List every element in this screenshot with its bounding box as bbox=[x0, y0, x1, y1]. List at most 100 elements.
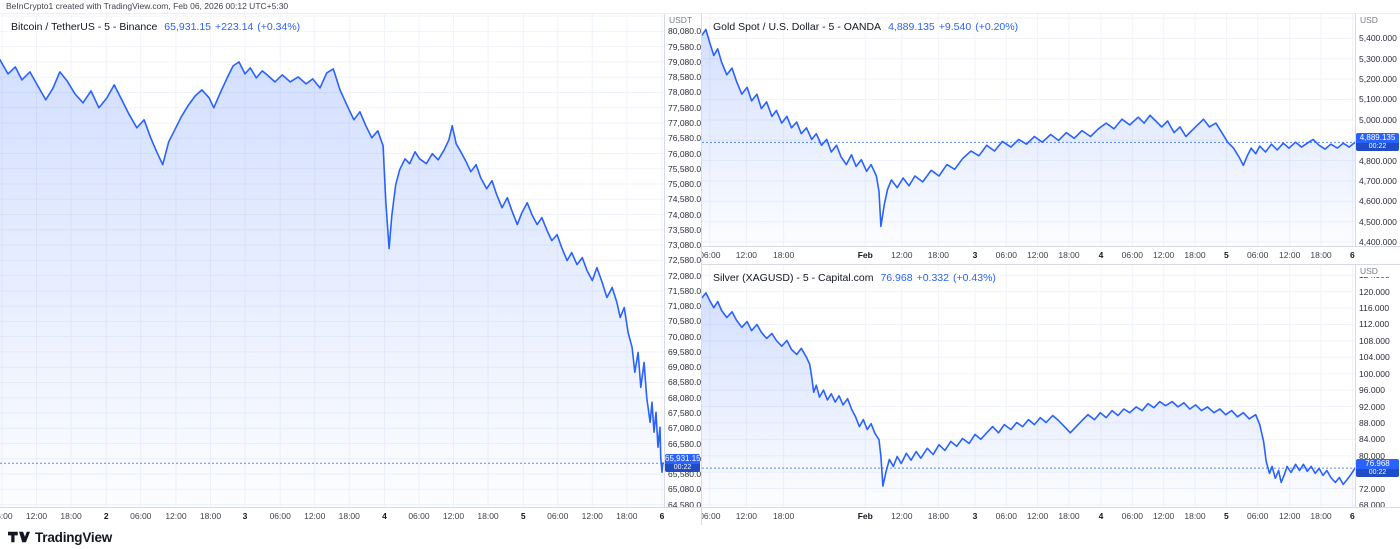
price-axis-label: 71,080.00 bbox=[668, 301, 701, 312]
time-axis-label: 18:00 bbox=[1058, 511, 1080, 521]
time-axis-label: 06:00 bbox=[1121, 511, 1143, 521]
price-change-percent: (+0.34%) bbox=[257, 21, 301, 33]
price-axis-label: 70,080.00 bbox=[668, 331, 701, 342]
price-axis-label: 4,400.000 bbox=[1359, 236, 1397, 246]
price-axis-label: 5,300.000 bbox=[1359, 53, 1397, 64]
time-axis-label: 06:00 bbox=[547, 511, 569, 521]
price-axis-label: 72,580.00 bbox=[668, 255, 701, 266]
price-axis-label: 76,580.00 bbox=[668, 133, 701, 144]
price-axis[interactable]: USD 76.968 00:22 68.00072.00076.00080.00… bbox=[1355, 265, 1400, 507]
price-axis[interactable]: USDT 65,931.15 00:22 64,580.00 65,080.00 6… bbox=[664, 14, 701, 507]
time-axis-label: 06:00 bbox=[408, 511, 430, 521]
time-axis-label: Feb bbox=[857, 511, 873, 521]
footer-bar: TradingView bbox=[0, 525, 1400, 549]
price-axis-label: 84.000 bbox=[1359, 434, 1385, 445]
watermark-text: BeInCrypto1 created with TradingView.com… bbox=[0, 0, 1400, 13]
time-axis-label: 06:00 bbox=[702, 250, 721, 260]
time-axis-label: 18:00 bbox=[338, 511, 360, 521]
price-axis-label: 5,400.000 bbox=[1359, 33, 1397, 44]
time-axis-label: 18:00 bbox=[1310, 511, 1332, 521]
current-price-label: 4,889.135 00:22 bbox=[1356, 133, 1399, 152]
chart-pane-xauusd[interactable]: Gold Spot / U.S. Dollar - 5 - OANDA 4,88… bbox=[702, 14, 1400, 265]
symbol-title[interactable]: Silver (XAGUSD) - 5 - Capital.com bbox=[713, 272, 874, 284]
time-axis-label: 12:00 bbox=[1027, 511, 1049, 521]
time-axis-label: 18:00 bbox=[1184, 511, 1206, 521]
price-axis[interactable]: USD 4,889.135 00:22 4,400.000 4,500.000 4,… bbox=[1355, 14, 1400, 246]
price-axis-label: 5,000.000 bbox=[1359, 114, 1397, 125]
time-axis-label: 12:00 bbox=[1027, 250, 1049, 260]
time-axis-label: 2 bbox=[103, 511, 109, 521]
price-axis-label: 4,500.000 bbox=[1359, 216, 1397, 227]
bar-countdown: 00:22 bbox=[665, 464, 700, 473]
chart-legend-xagusd[interactable]: Silver (XAGUSD) - 5 - Capital.com 76.968… bbox=[710, 271, 999, 285]
price-axis-label: 67,580.00 bbox=[668, 407, 701, 418]
time-axis-label: 3 bbox=[242, 511, 248, 521]
price-axis-label: 79,580.00 bbox=[668, 41, 701, 52]
time-axis-label: 06:00 bbox=[995, 250, 1017, 260]
price-axis-label: 75,580.00 bbox=[668, 163, 701, 174]
time-axis-label: 12:00 bbox=[735, 250, 758, 260]
price-axis-label: 88.000 bbox=[1359, 417, 1385, 428]
price-change-percent: (+0.43%) bbox=[953, 272, 996, 284]
tradingview-logo-icon[interactable] bbox=[8, 531, 30, 543]
time-axis[interactable]: 06:00 12:00 18:00 Feb 12:00 18:00 3 06:00 12:00 1… bbox=[702, 507, 1400, 525]
price-axis-label: 80,080.00 bbox=[668, 26, 701, 37]
time-axis-label: Feb bbox=[857, 250, 873, 260]
time-axis[interactable]: 06:00 12:00 18:00 2 06:00 12:00 18:00 3 06:00 12:… bbox=[0, 507, 701, 525]
price-axis-label: 77,580.00 bbox=[668, 102, 701, 113]
price-change: +0.332 bbox=[916, 272, 949, 284]
bar-countdown: 00:22 bbox=[1356, 469, 1399, 478]
price-chart-xagusd[interactable] bbox=[702, 265, 1355, 507]
chart-legend-xauusd[interactable]: Gold Spot / U.S. Dollar - 5 - OANDA 4,88… bbox=[710, 20, 1022, 34]
bar-countdown: 00:22 bbox=[1356, 143, 1399, 152]
time-axis-label: 06:00 bbox=[702, 511, 721, 521]
price-axis-unit: USD bbox=[1356, 14, 1400, 26]
price-axis-label: 4,600.000 bbox=[1359, 196, 1397, 207]
symbol-title[interactable]: Gold Spot / U.S. Dollar - 5 - OANDA bbox=[713, 21, 882, 33]
price-axis-unit: USD bbox=[1356, 265, 1400, 277]
time-axis-label: 12:00 bbox=[304, 511, 326, 521]
time-axis-label: 18:00 bbox=[927, 250, 950, 260]
chart-pane-xagusd[interactable]: Silver (XAGUSD) - 5 - Capital.com 76.968… bbox=[702, 265, 1400, 525]
price-axis-label: 65,580.00 bbox=[668, 469, 701, 480]
time-axis-label: 5 bbox=[520, 511, 526, 521]
price-axis-label: 77,080.00 bbox=[668, 117, 701, 128]
time-axis-label: 3 bbox=[972, 511, 978, 521]
time-axis-label: 18:00 bbox=[477, 511, 499, 521]
current-price-label: 76.968 00:22 bbox=[1356, 459, 1399, 478]
last-price-value: 76.968 bbox=[880, 272, 913, 284]
symbol-title[interactable]: Bitcoin / TetherUS - 5 - Binance bbox=[11, 21, 158, 33]
price-axis-label: 108.000 bbox=[1359, 335, 1390, 346]
price-axis-label: 76,080.00 bbox=[668, 148, 701, 159]
time-axis-label: 12:00 bbox=[735, 511, 758, 521]
time-axis[interactable]: 06:00 12:00 18:00 Feb 12:00 18:00 3 06:00 12:00 1… bbox=[702, 246, 1400, 264]
chart-pane-btcusdt[interactable]: Bitcoin / TetherUS - 5 - Binance 65,931.… bbox=[0, 14, 702, 525]
price-chart-btcusdt[interactable] bbox=[0, 14, 664, 507]
price-chart-xauusd[interactable] bbox=[702, 14, 1355, 246]
price-axis-unit: USDT bbox=[665, 14, 701, 26]
time-axis-label: 06:00 bbox=[269, 511, 291, 521]
time-axis-label: 5 bbox=[1223, 250, 1229, 260]
price-change: +223.14 bbox=[215, 21, 254, 33]
price-axis-label: 71,580.00 bbox=[668, 285, 701, 296]
price-axis-label: 78,580.00 bbox=[668, 72, 701, 83]
price-axis-label: 69,580.00 bbox=[668, 346, 701, 357]
price-axis-label: 79,080.00 bbox=[668, 56, 701, 67]
price-axis-label: 74,080.00 bbox=[668, 209, 701, 220]
time-axis-label: 6 bbox=[659, 511, 665, 521]
price-change-percent: (+0.20%) bbox=[975, 21, 1019, 33]
time-axis-label: 06:00 bbox=[1247, 250, 1269, 260]
time-axis-label: 18:00 bbox=[1310, 250, 1332, 260]
tradingview-brand-link[interactable]: TradingView bbox=[35, 529, 113, 545]
time-axis-label: 18:00 bbox=[927, 511, 950, 521]
price-axis-label: 73,580.00 bbox=[668, 224, 701, 235]
time-axis-label: 06:00 bbox=[1247, 511, 1269, 521]
price-axis-label: 68,580.00 bbox=[668, 377, 701, 388]
price-axis-label: 80.000 bbox=[1359, 450, 1385, 461]
time-axis-label: 12:00 bbox=[442, 511, 465, 521]
price-axis-label: 5,100.000 bbox=[1359, 94, 1397, 105]
price-axis-label: 66,580.00 bbox=[668, 438, 701, 449]
chart-legend-btcusdt[interactable]: Bitcoin / TetherUS - 5 - Binance 65,931.… bbox=[8, 20, 304, 34]
price-axis-label: 92.000 bbox=[1359, 401, 1385, 412]
price-axis-label: 5,200.000 bbox=[1359, 74, 1397, 85]
